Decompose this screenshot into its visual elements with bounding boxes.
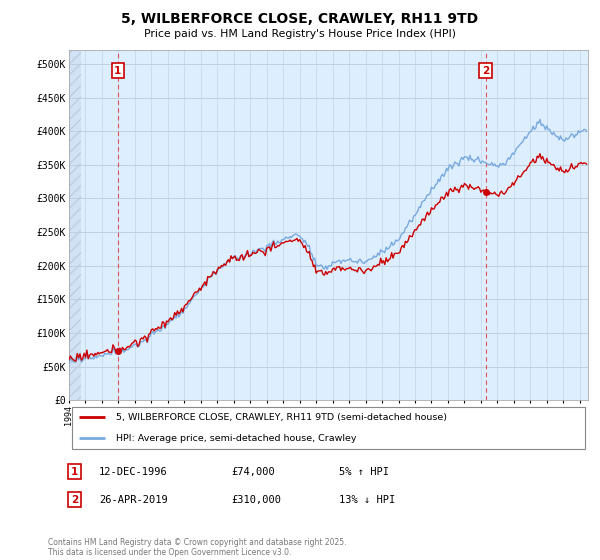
Text: 5% ↑ HPI: 5% ↑ HPI bbox=[339, 466, 389, 477]
Text: 12-DEC-1996: 12-DEC-1996 bbox=[99, 466, 168, 477]
Text: 1: 1 bbox=[71, 466, 78, 477]
Text: 2: 2 bbox=[71, 494, 78, 505]
Text: 5, WILBERFORCE CLOSE, CRAWLEY, RH11 9TD (semi-detached house): 5, WILBERFORCE CLOSE, CRAWLEY, RH11 9TD … bbox=[116, 413, 447, 422]
Text: 13% ↓ HPI: 13% ↓ HPI bbox=[339, 494, 395, 505]
FancyBboxPatch shape bbox=[71, 407, 586, 449]
Text: Price paid vs. HM Land Registry's House Price Index (HPI): Price paid vs. HM Land Registry's House … bbox=[144, 29, 456, 39]
Text: Contains HM Land Registry data © Crown copyright and database right 2025.
This d: Contains HM Land Registry data © Crown c… bbox=[48, 538, 347, 557]
Text: 2: 2 bbox=[482, 66, 490, 76]
Text: £310,000: £310,000 bbox=[231, 494, 281, 505]
Text: 1: 1 bbox=[114, 66, 121, 76]
Text: 5, WILBERFORCE CLOSE, CRAWLEY, RH11 9TD: 5, WILBERFORCE CLOSE, CRAWLEY, RH11 9TD bbox=[121, 12, 479, 26]
Text: 26-APR-2019: 26-APR-2019 bbox=[99, 494, 168, 505]
Text: HPI: Average price, semi-detached house, Crawley: HPI: Average price, semi-detached house,… bbox=[116, 434, 356, 443]
Bar bbox=[69, 50, 80, 400]
Text: £74,000: £74,000 bbox=[231, 466, 275, 477]
